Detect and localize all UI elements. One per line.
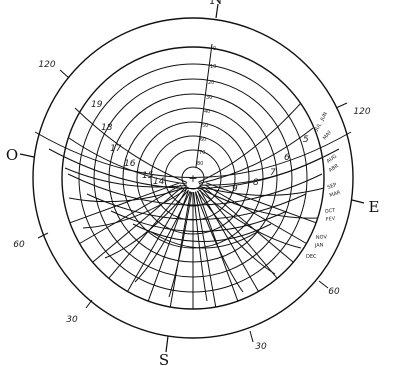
altitude-scale-line [195, 43, 213, 168]
tick-azimuth [249, 330, 254, 343]
hour-label: 8 [253, 178, 259, 188]
hour-label: 16 [124, 159, 136, 169]
azimuth-ray [194, 191, 217, 308]
hour-line [104, 189, 189, 259]
month-label: ABR [328, 163, 340, 174]
center-mark: + [188, 172, 197, 185]
altitude-label: 40 [204, 109, 210, 115]
hour-label: 18 [101, 123, 113, 133]
azimuth-ray [201, 188, 278, 279]
azimuth-label: 120 [353, 107, 370, 117]
hour-label: 7 [270, 168, 276, 178]
azimuth-ray [127, 189, 187, 292]
tick-south [165, 335, 169, 353]
hour-line [198, 189, 302, 249]
altitude-label: 30 [206, 95, 212, 101]
azimuth-ray [92, 186, 183, 263]
month-label: DEC [306, 254, 317, 260]
sun-path-grid [34, 102, 352, 309]
cardinal-north: N [209, 0, 222, 8]
azimuth-ray [204, 184, 307, 244]
hour-label: 9 [232, 184, 238, 194]
hour-line [193, 192, 208, 302]
month-label: FEV [325, 216, 336, 223]
month-label: OCT [324, 207, 336, 215]
cardinal-east: E [369, 198, 380, 216]
altitude-label: 50 [202, 123, 208, 129]
declination-curve [110, 210, 288, 232]
hour-line [68, 186, 187, 203]
diagram-labels: N S E O 120 120 60 60 30 30 0 10 20 30 4… [6, 0, 380, 366]
azimuth-ray [197, 190, 239, 302]
hour-line [74, 107, 188, 183]
month-label: MAY [322, 129, 334, 142]
hour-line [64, 167, 187, 188]
tick-azimuth [318, 280, 329, 289]
altitude-label: 70 [199, 150, 205, 156]
azimuth-ray [147, 190, 189, 302]
altitude-label: 20 [208, 80, 214, 86]
hour-line [82, 188, 188, 229]
month-label: JUN [319, 111, 329, 123]
month-label: SEP [327, 182, 338, 191]
month-label: JAN [314, 242, 324, 249]
altitude-label: 60 [200, 137, 206, 143]
tick-azimuth [59, 69, 70, 79]
tick-azimuth [335, 102, 348, 109]
tick-azimuth [37, 232, 49, 239]
hour-line [198, 102, 302, 183]
hour-line [68, 137, 187, 185]
azimuth-ray [199, 189, 259, 292]
hour-label: 17 [110, 144, 122, 154]
tick-azimuth [85, 299, 93, 309]
azimuth-ray [205, 182, 317, 224]
hour-line [196, 190, 276, 275]
hour-label: 5 [303, 135, 309, 145]
hour-line [198, 127, 314, 184]
azimuth-label: 60 [328, 287, 340, 297]
altitude-label: 0 [213, 46, 216, 52]
azimuth-label: 30 [255, 342, 267, 352]
tick-west [19, 153, 35, 158]
azimuth-ray [169, 191, 192, 308]
tick-north [215, 3, 219, 19]
hour-line [134, 190, 191, 283]
hour-label: 15 [142, 171, 154, 181]
azimuth-ray [108, 188, 185, 279]
month-label: NOV [316, 234, 328, 241]
month-label: MAR [329, 190, 342, 199]
azimuth-label: 60 [13, 240, 25, 250]
hour-label: 19 [91, 100, 103, 110]
altitude-label: 10 [210, 64, 216, 70]
declination-curve [150, 231, 258, 249]
hour-label: 14 [153, 177, 165, 187]
month-label: AUG [326, 153, 339, 164]
azimuth-ray [79, 184, 182, 244]
azimuth-label: 120 [38, 60, 55, 70]
month-label: JUL [313, 122, 323, 133]
cardinal-south: S [159, 351, 169, 366]
altitude-label: 80 [197, 161, 203, 167]
azimuth-ray [69, 182, 181, 224]
tick-east [351, 199, 365, 204]
azimuth-ray [203, 186, 294, 263]
cardinal-west: O [6, 146, 18, 164]
hour-label: 6 [284, 153, 290, 163]
azimuth-label: 30 [66, 315, 78, 325]
declination-curve [34, 131, 352, 178]
outer-ring [32, 17, 354, 339]
